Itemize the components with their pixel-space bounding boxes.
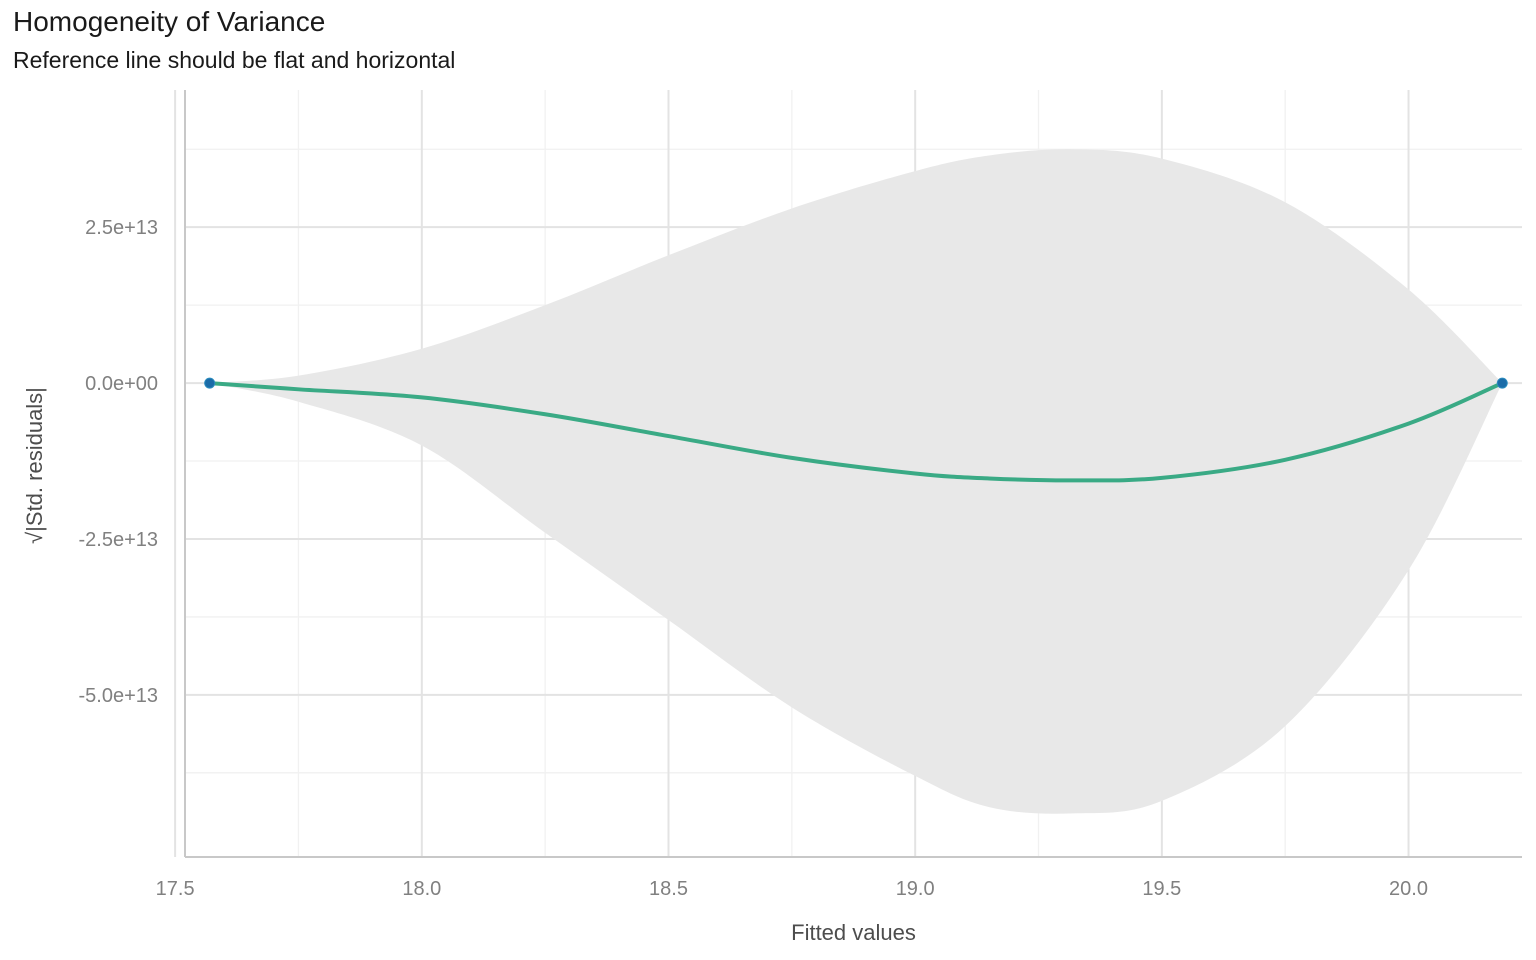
x-tick-label: 20.0 bbox=[1389, 878, 1428, 900]
y-axis-ticks: -5.0e+13 -2.5e+13 0.0e+00 2.5e+13 bbox=[78, 217, 158, 707]
x-axis-title: Fitted values bbox=[791, 920, 916, 945]
confidence-ribbon bbox=[209, 149, 1503, 814]
x-tick-label: 19.0 bbox=[896, 878, 935, 900]
data-point bbox=[204, 377, 216, 389]
chart-subtitle: Reference line should be flat and horizo… bbox=[13, 47, 456, 73]
data-points bbox=[204, 377, 1508, 389]
x-axis-ticks: 17.5 18.0 18.5 19.0 19.5 20.0 bbox=[156, 878, 1428, 900]
x-tick-label: 18.0 bbox=[402, 878, 441, 900]
y-tick-label: 2.5e+13 bbox=[85, 217, 158, 239]
smooth-line bbox=[207, 381, 1505, 483]
y-tick-label: -5.0e+13 bbox=[78, 685, 158, 707]
y-axis-title: √|Std. residuals| bbox=[22, 387, 47, 544]
x-tick-label: 17.5 bbox=[156, 878, 195, 900]
data-point bbox=[1496, 377, 1508, 389]
y-tick-label: -2.5e+13 bbox=[78, 529, 158, 551]
x-tick-label: 18.5 bbox=[649, 878, 688, 900]
y-tick-label: 0.0e+00 bbox=[85, 373, 158, 395]
chart-title: Homogeneity of Variance bbox=[13, 6, 326, 37]
x-tick-label: 19.5 bbox=[1142, 878, 1181, 900]
